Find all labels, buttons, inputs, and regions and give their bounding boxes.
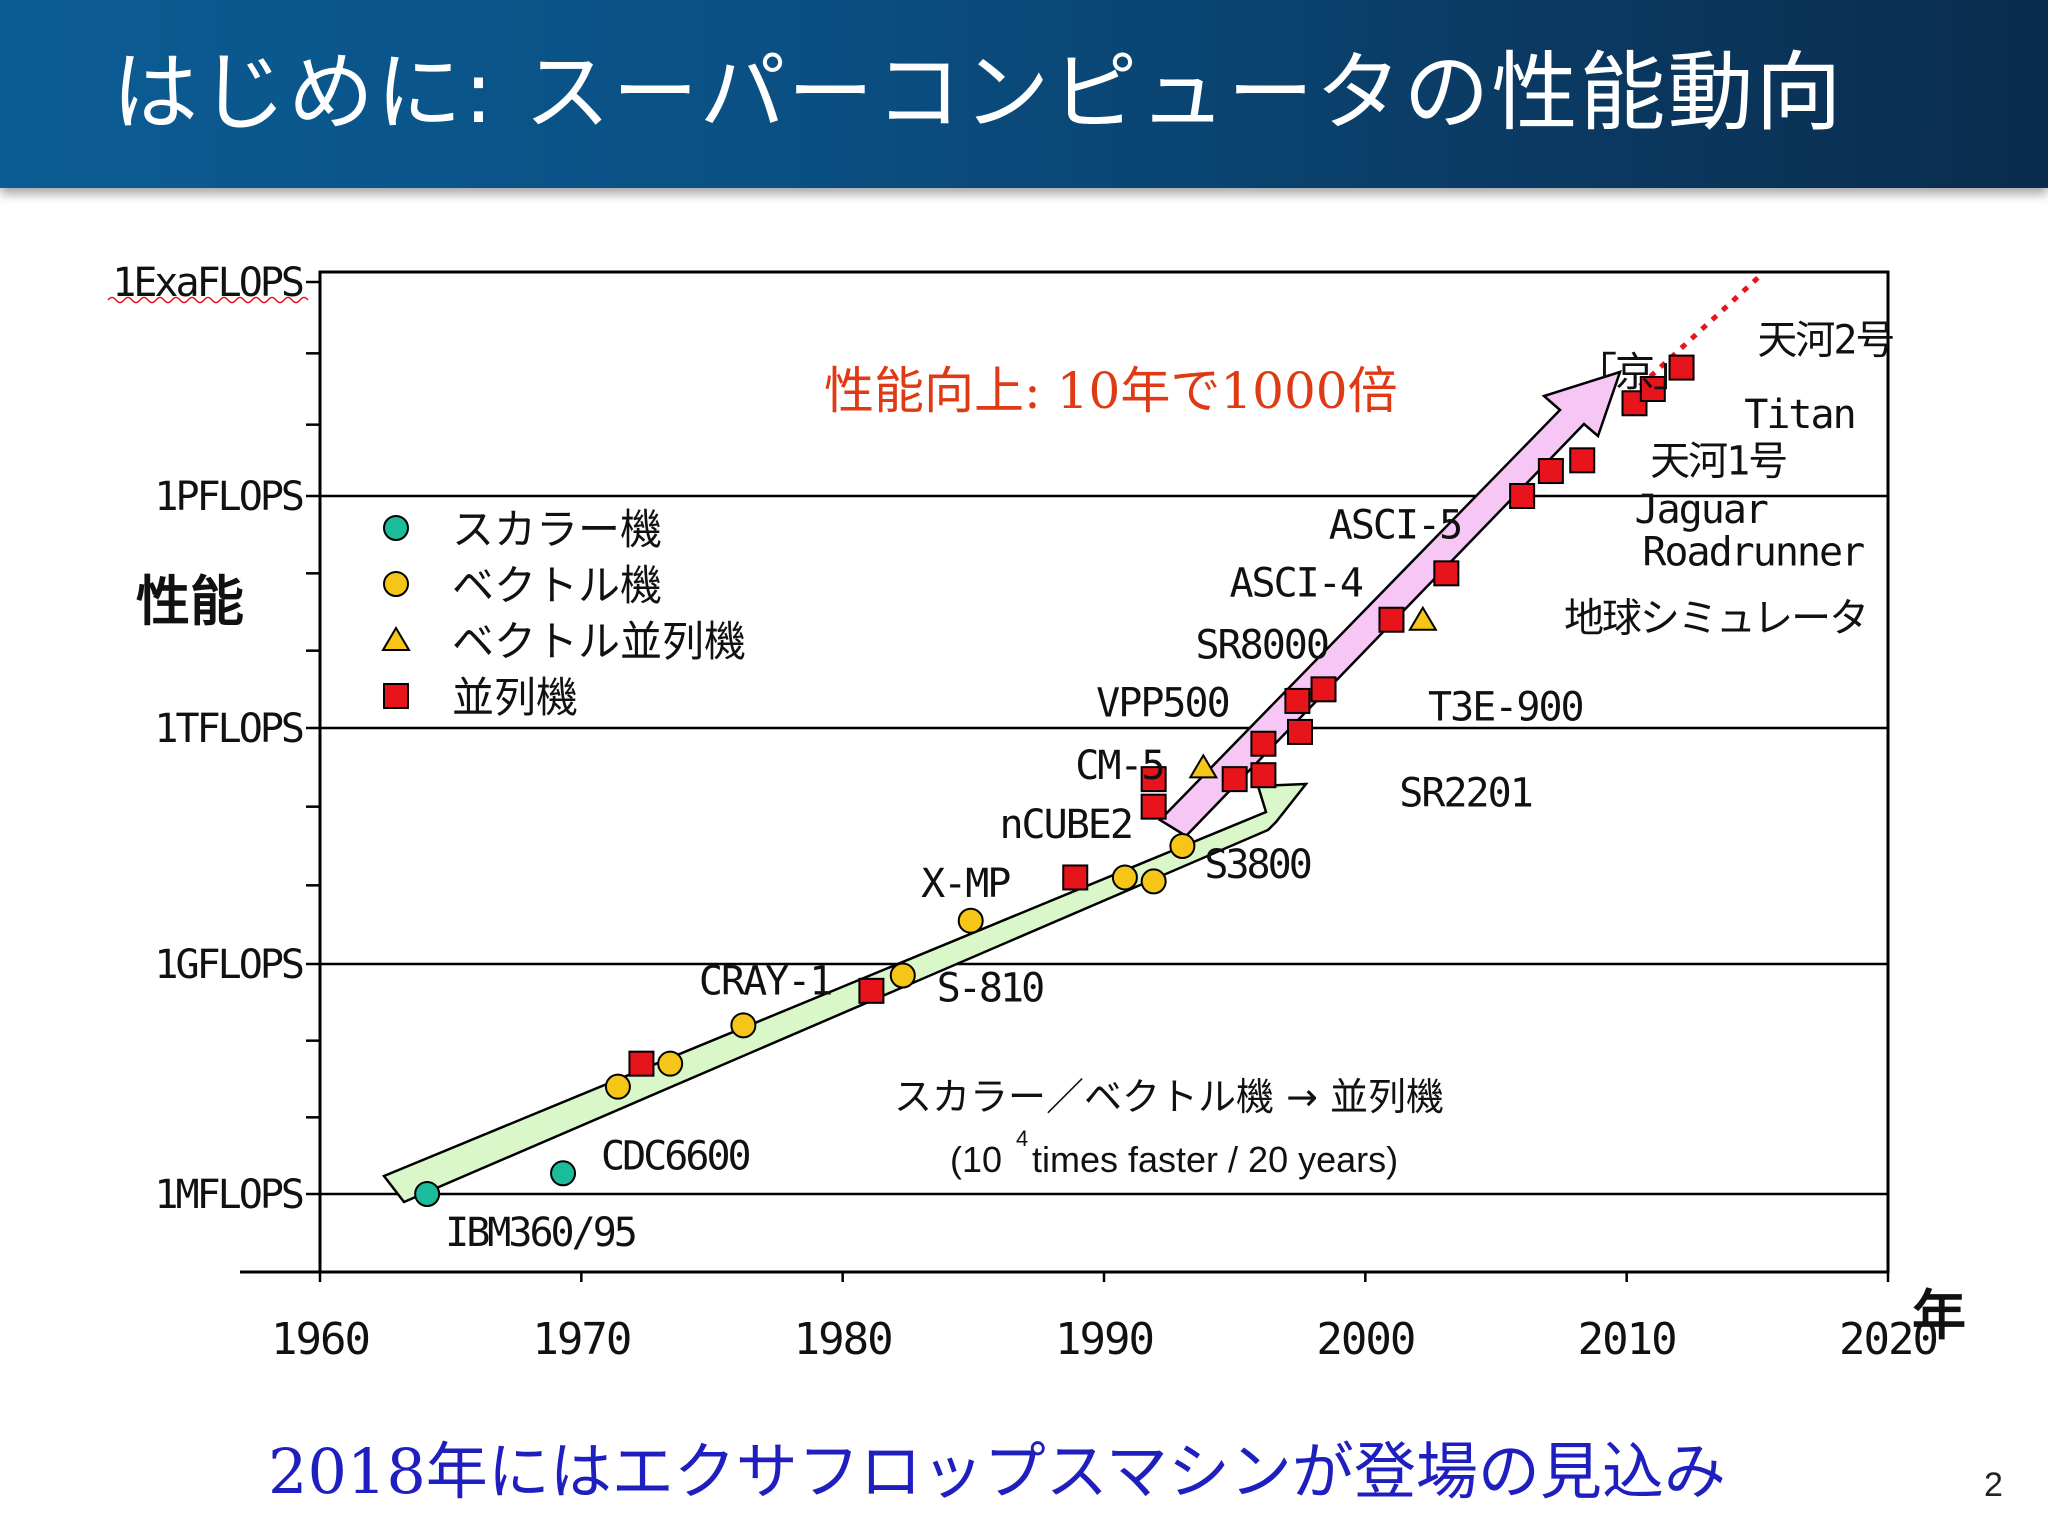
system-label: T3E-900 xyxy=(1428,684,1583,730)
system-label: ASCI-5 xyxy=(1329,503,1462,549)
x-tick-labels: 1960 1970 1980 1990 2000 2010 2020 xyxy=(271,1272,1939,1365)
point-parallel xyxy=(1668,354,1695,381)
legend-label: ベクトル機 xyxy=(452,561,662,610)
system-label: Jaguar xyxy=(1635,487,1768,533)
system-label: SR2201 xyxy=(1399,771,1532,817)
title-bar: はじめに: スーパーコンピュータの性能動向 xyxy=(0,0,2048,188)
legend-marker-vector xyxy=(383,571,409,597)
y-axis-title: 性能 xyxy=(136,570,244,633)
page-number: 2 xyxy=(1984,1466,2003,1504)
data-points: IBM360/95 CDC6600 S-810 S3800 xyxy=(414,354,1695,1256)
system-label: nCUBE2 xyxy=(999,802,1132,848)
point-vector xyxy=(957,907,984,934)
x-tick-label: 1970 xyxy=(532,1314,630,1365)
system-label: X-MP xyxy=(921,861,1010,907)
x-tick-label: 2020 xyxy=(1839,1314,1937,1365)
point-parallel xyxy=(1284,687,1311,714)
x-tick-label: 1990 xyxy=(1055,1314,1153,1365)
minor-ticks xyxy=(306,352,320,1274)
point-label: S3800 xyxy=(1204,842,1310,888)
point-parallel xyxy=(1378,606,1405,633)
legend-label: 並列機 xyxy=(452,673,578,722)
legend-label: スカラー機 xyxy=(452,505,662,554)
point-parallel xyxy=(1221,766,1248,793)
system-label: 「京」 xyxy=(1577,349,1691,395)
point-vector xyxy=(657,1050,684,1077)
system-label: CRAY-1 xyxy=(699,959,832,1005)
point-vector xyxy=(604,1073,631,1100)
x-axis-title: 年 xyxy=(1912,1284,1966,1347)
point-label: CDC6600 xyxy=(601,1133,749,1179)
point-vector_parallel xyxy=(1408,605,1438,631)
system-label: CM-5 xyxy=(1075,743,1163,789)
point-scalar xyxy=(550,1160,577,1187)
point-scalar xyxy=(414,1181,441,1207)
point-parallel xyxy=(1287,718,1313,745)
point-parallel xyxy=(1140,766,1167,793)
x-tick-label: 1980 xyxy=(794,1314,892,1365)
point-label: IBM360/95 xyxy=(445,1210,635,1256)
system-label: 天河1号 xyxy=(1650,439,1786,485)
system-label: SR8000 xyxy=(1195,622,1328,668)
legend-marker-parallel xyxy=(383,683,409,709)
x-tick-label: 2010 xyxy=(1578,1314,1676,1365)
y-tick-label: 1GFLOPS xyxy=(154,942,302,988)
point-parallel xyxy=(1537,458,1564,485)
point-vector xyxy=(1140,868,1167,895)
y-tick-label: 1PFLOPS xyxy=(154,474,302,520)
point-parallel xyxy=(628,1050,655,1077)
system-label: VPP500 xyxy=(1096,680,1229,726)
point-parallel xyxy=(1310,676,1337,703)
chart-headline: 性能向上: 10年で1000倍 xyxy=(824,362,1398,420)
x-tick-label: 2000 xyxy=(1316,1314,1414,1365)
point-vector xyxy=(1169,833,1196,859)
legend-marker-scalar xyxy=(383,515,409,541)
system-label: 天河2号 xyxy=(1757,317,1893,363)
point-parallel xyxy=(1569,447,1596,474)
note-line-2-open: (10 xyxy=(950,1139,1002,1180)
legend-label: ベクトル並列機 xyxy=(452,617,746,666)
y-tick-label: 1MFLOPS xyxy=(154,1172,302,1218)
system-labels: CRAY-1 X-MP nCUBE2 CM-5 VPP500 SR8000 ASCI-4 AS… xyxy=(699,317,1895,1005)
point-parallel xyxy=(1509,483,1536,509)
point-parallel xyxy=(1433,560,1460,587)
slide-title: はじめに: スーパーコンピュータの性能動向 xyxy=(112,43,1844,143)
system-label: 地球シミュレータ xyxy=(1564,595,1867,641)
point-vector_parallel xyxy=(1188,753,1219,779)
point-parallel xyxy=(858,977,885,1004)
point-parallel xyxy=(1250,730,1277,757)
point-vector xyxy=(889,962,916,989)
point-label: S-810 xyxy=(937,966,1043,1012)
point-parallel xyxy=(1250,762,1277,789)
note-superscript: 4 xyxy=(1016,1126,1028,1151)
spellcheck-underline xyxy=(107,296,309,304)
y-tick-label: 1TFLOPS xyxy=(154,706,302,752)
x-tick-label: 1960 xyxy=(271,1314,369,1365)
footer-message: 2018年にはエクサフロップスマシンが登場の見込み xyxy=(268,1435,1726,1508)
legend-marker-vector_parallel xyxy=(381,626,411,651)
system-label: ASCI-4 xyxy=(1229,561,1362,607)
point-vector xyxy=(1111,864,1138,891)
system-label: Titan xyxy=(1744,392,1854,438)
point-parallel xyxy=(1639,376,1666,402)
point-parallel xyxy=(1062,864,1089,891)
point-vector xyxy=(730,1012,757,1039)
gridlines xyxy=(306,280,1888,1196)
note-line-1: スカラー／ベクトル機 → 並列機 xyxy=(894,1075,1444,1119)
point-parallel xyxy=(1140,793,1167,820)
note-line-2-rest: times faster / 20 years) xyxy=(1032,1139,1398,1180)
system-label: Roadrunner xyxy=(1642,530,1864,576)
